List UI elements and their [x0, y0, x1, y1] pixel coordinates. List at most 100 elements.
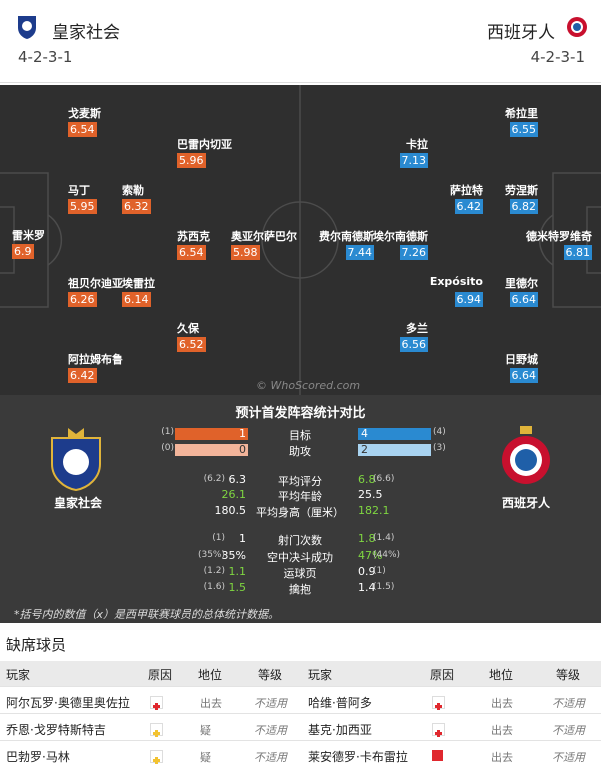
- player-rating: 6.64: [509, 292, 538, 307]
- home-crest: [51, 428, 101, 492]
- home-value: 0: [239, 443, 246, 456]
- column-header: 原因: [148, 668, 173, 682]
- column-header: 地位: [198, 668, 223, 682]
- away-season: (1.4): [373, 533, 395, 543]
- player-name: 费尔南德斯: [319, 230, 374, 243]
- away-value: 47%: [358, 549, 383, 562]
- reason-icon-red-card: [432, 750, 443, 761]
- stat-label: 射门次数: [278, 534, 322, 547]
- column-header: 等级: [258, 668, 283, 682]
- comparison-title: 预计首发阵容统计对比: [235, 406, 366, 421]
- player-name: 久保: [177, 322, 199, 335]
- away-bar: [358, 444, 431, 456]
- player-rating: 5.96: [177, 153, 206, 168]
- cross: [153, 703, 160, 710]
- stat-label: 擒抱: [289, 583, 311, 596]
- absent-level: 不适用: [552, 751, 585, 764]
- home-season: (1.2): [203, 566, 225, 576]
- away-value: 0.9: [358, 565, 376, 578]
- player-rating: 6.54: [177, 245, 206, 260]
- player-name: 苏西克: [177, 230, 210, 243]
- player-name: 巴雷内切亚: [177, 138, 232, 151]
- away-value: 25.5: [358, 488, 383, 501]
- absent-player: 哈维·普阿多: [308, 696, 372, 710]
- absent-level: 不适用: [254, 697, 287, 710]
- player-rating: 6.32: [122, 199, 151, 214]
- player-rating: 6.14: [122, 292, 151, 307]
- player-name: 雷米罗: [12, 229, 45, 242]
- row-divider: [0, 740, 601, 741]
- stat-label: 目标: [289, 429, 311, 442]
- player-name: 阿拉姆布鲁: [68, 353, 123, 366]
- home-value: 1.1: [228, 565, 247, 578]
- absent-player: 基克·加西亚: [308, 723, 372, 737]
- home-value: 26.1: [221, 488, 247, 501]
- player-rating: 6.82: [509, 199, 538, 214]
- absent-player: 巴勃罗·马林: [6, 750, 70, 764]
- player-rating: 6.94: [454, 292, 483, 307]
- column-header: 玩家: [6, 668, 31, 682]
- home-value: 180.5: [214, 504, 247, 517]
- away-season: (6.6): [373, 474, 395, 484]
- home-season: (1.6): [203, 582, 225, 592]
- away-value: 182.1: [358, 504, 390, 517]
- away-value: 1.8: [358, 532, 376, 545]
- player-name: 索勒: [122, 184, 144, 197]
- away-formation: 4-2-3-1: [530, 48, 585, 66]
- reason-icon-injury: [432, 723, 445, 737]
- player-rating: 6.55: [509, 122, 538, 137]
- absent-player: 乔恩·戈罗特斯特吉: [6, 723, 106, 737]
- stat-label: 助攻: [289, 445, 311, 458]
- player-name: 希拉里: [505, 107, 538, 120]
- stat-label: 平均评分: [278, 475, 322, 488]
- player-name: 埃尔南德斯: [373, 230, 428, 243]
- player-name: Expósito: [429, 275, 483, 288]
- player-name: 祖贝尔迪亚: [68, 277, 123, 290]
- absent-level: 不适用: [254, 751, 287, 764]
- home-season: (35%): [197, 550, 225, 560]
- home-value: 1.5: [228, 581, 247, 594]
- home-formation: 4-2-3-1: [18, 48, 73, 66]
- stat-label: 运球页: [283, 567, 317, 580]
- column-header: 地位: [489, 668, 514, 682]
- player-rating: 6.81: [563, 245, 592, 260]
- player-name: 卡拉: [406, 138, 428, 151]
- away-bar: [358, 428, 431, 440]
- absent-title: 缺席球员: [6, 636, 67, 654]
- away-season: (1.5): [373, 582, 395, 592]
- away-season: (3): [433, 443, 446, 453]
- reason-icon-doubt: [150, 750, 163, 764]
- absent-status: 出去: [491, 697, 513, 710]
- home-value: 35%: [221, 549, 246, 562]
- player-rating: 5.98: [231, 245, 260, 260]
- column-header: 等级: [556, 668, 581, 682]
- away-value: 4: [361, 427, 368, 440]
- player-rating: 5.95: [68, 199, 97, 214]
- player-rating: 7.13: [399, 153, 428, 168]
- player-rating: 6.42: [68, 368, 97, 383]
- player-rating: 6.54: [68, 122, 97, 137]
- cross: [153, 757, 160, 764]
- header: [0, 0, 601, 83]
- home-season: (6.2): [203, 474, 225, 484]
- player-rating: 6.52: [177, 337, 206, 352]
- away-season: (4): [433, 427, 446, 437]
- away-value: 2: [361, 443, 368, 456]
- column-header: 玩家: [308, 668, 333, 682]
- player-name: 马丁: [68, 184, 90, 197]
- away-name: 西班牙人: [501, 496, 550, 510]
- home-season: (0): [161, 443, 174, 453]
- pitch: [0, 85, 601, 395]
- home-crest-small: [18, 16, 36, 39]
- player-name: 多兰: [406, 322, 428, 335]
- home-season: (1): [212, 533, 225, 543]
- player-rating: 7.44: [345, 245, 374, 260]
- absent-player: 莱安德罗·卡布雷拉: [308, 750, 408, 764]
- home-value: 1: [239, 427, 246, 440]
- absent-status: 疑: [200, 724, 211, 737]
- player-rating: 6.56: [399, 337, 428, 352]
- column-header: 原因: [430, 668, 455, 682]
- home-bar: [175, 444, 248, 456]
- away-crest: [502, 426, 550, 484]
- player-rating: 6.42: [454, 199, 483, 214]
